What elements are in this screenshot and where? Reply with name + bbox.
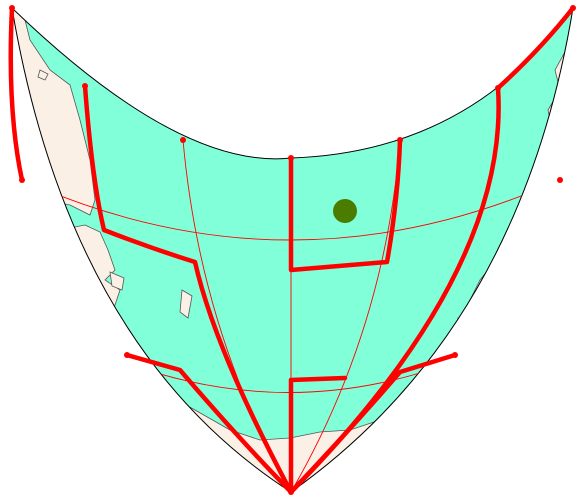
marker-icon — [333, 199, 357, 223]
center-region-outline — [288, 137, 403, 273]
lower-left-outline — [124, 352, 294, 495]
map-outline — [11, 6, 574, 493]
left-region-outline — [82, 83, 294, 495]
island — [179, 289, 193, 319]
highlighted-regions — [8, 5, 576, 495]
left-border-line — [8, 5, 25, 183]
lower-center-outline — [288, 375, 348, 495]
right-border-line — [495, 5, 576, 91]
island — [455, 317, 471, 335]
island — [37, 69, 49, 81]
island — [109, 271, 125, 291]
lower-right-outline — [288, 352, 458, 495]
vertices — [9, 5, 576, 495]
